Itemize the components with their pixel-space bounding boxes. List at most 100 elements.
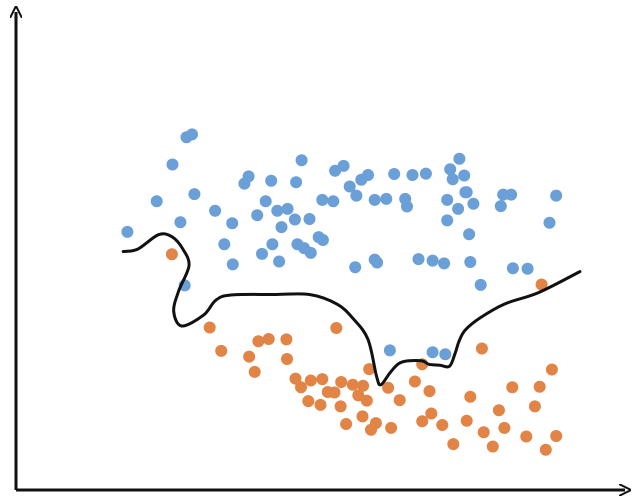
point-orange (492, 404, 505, 417)
point-orange (520, 430, 533, 443)
point-orange (356, 410, 369, 423)
point-blue (441, 193, 454, 206)
point-orange (252, 335, 265, 348)
point-blue (349, 261, 362, 274)
point-orange (304, 374, 317, 387)
point-blue (166, 158, 179, 171)
point-blue (350, 189, 363, 202)
point-blue (337, 159, 350, 172)
point-blue (265, 174, 278, 187)
point-orange (302, 395, 315, 408)
point-orange (550, 430, 563, 442)
point-blue (458, 169, 471, 182)
point-blue (419, 167, 432, 180)
point-blue (543, 216, 556, 229)
point-orange (165, 248, 178, 261)
point-blue (368, 193, 381, 206)
point-blue (150, 195, 163, 208)
point-orange (330, 322, 343, 334)
point-orange (533, 380, 546, 393)
point-orange (281, 353, 293, 365)
point-orange (475, 342, 488, 355)
point-blue (412, 253, 425, 266)
point-blue (288, 213, 301, 226)
point-orange (215, 344, 228, 357)
point-blue (460, 186, 473, 199)
point-orange (506, 381, 519, 394)
point-orange (203, 321, 216, 334)
point-blue (312, 231, 325, 244)
point-blue (174, 216, 187, 229)
point-blue (256, 247, 268, 260)
point-orange (447, 438, 460, 451)
point-blue (266, 238, 279, 251)
point-blue (441, 214, 454, 227)
point-blue (186, 128, 198, 141)
point-blue (494, 200, 507, 213)
point-orange (314, 398, 327, 411)
point-blue (426, 254, 439, 267)
point-orange (334, 400, 347, 413)
point-orange (545, 363, 558, 376)
point-orange (408, 375, 421, 388)
point-orange (295, 381, 307, 394)
point-blue (368, 253, 381, 266)
point-orange (340, 418, 353, 430)
point-blue (303, 213, 316, 225)
point-orange (416, 415, 429, 428)
point-blue (383, 344, 396, 357)
point-blue (426, 346, 439, 359)
point-orange (382, 381, 395, 394)
point-blue (452, 202, 465, 215)
point-blue (505, 188, 518, 201)
decision-boundary-line (121, 232, 582, 387)
point-orange (262, 333, 275, 345)
point-blue (362, 169, 374, 181)
point-orange (346, 378, 359, 391)
point-orange (498, 421, 511, 434)
point-blue (290, 176, 303, 189)
point-blue (506, 262, 519, 275)
point-blue (439, 348, 452, 361)
point-blue (388, 168, 401, 180)
point-orange (464, 390, 477, 403)
point-orange (539, 443, 552, 456)
point-blue (474, 278, 487, 291)
point-orange (535, 278, 548, 291)
point-blue (399, 192, 412, 205)
point-blue (281, 202, 294, 215)
point-blue (550, 189, 563, 202)
point-orange (460, 414, 473, 427)
point-blue (259, 195, 272, 208)
point-orange (360, 394, 373, 407)
point-blue (271, 204, 284, 217)
point-blue (521, 262, 534, 275)
point-blue (251, 209, 264, 222)
series-orange (165, 248, 563, 456)
point-orange (328, 386, 341, 399)
point-orange (357, 379, 370, 392)
point-blue (218, 238, 231, 251)
point-orange (385, 421, 398, 434)
point-blue (188, 188, 201, 201)
data-points (121, 128, 563, 456)
point-orange (248, 365, 261, 378)
point-blue (295, 154, 308, 167)
point-orange (363, 363, 376, 376)
point-orange (393, 394, 406, 407)
point-orange (335, 376, 348, 388)
point-orange (425, 407, 438, 420)
point-orange (423, 385, 436, 398)
point-orange (280, 333, 293, 346)
point-orange (477, 426, 490, 439)
point-blue (343, 180, 356, 193)
point-blue (327, 195, 340, 208)
point-orange (528, 400, 541, 413)
point-blue (467, 197, 480, 210)
series-blue (121, 128, 563, 361)
point-blue (453, 152, 466, 165)
point-blue (463, 228, 476, 241)
point-blue (316, 193, 329, 206)
point-blue (444, 163, 457, 176)
point-blue (275, 221, 288, 234)
